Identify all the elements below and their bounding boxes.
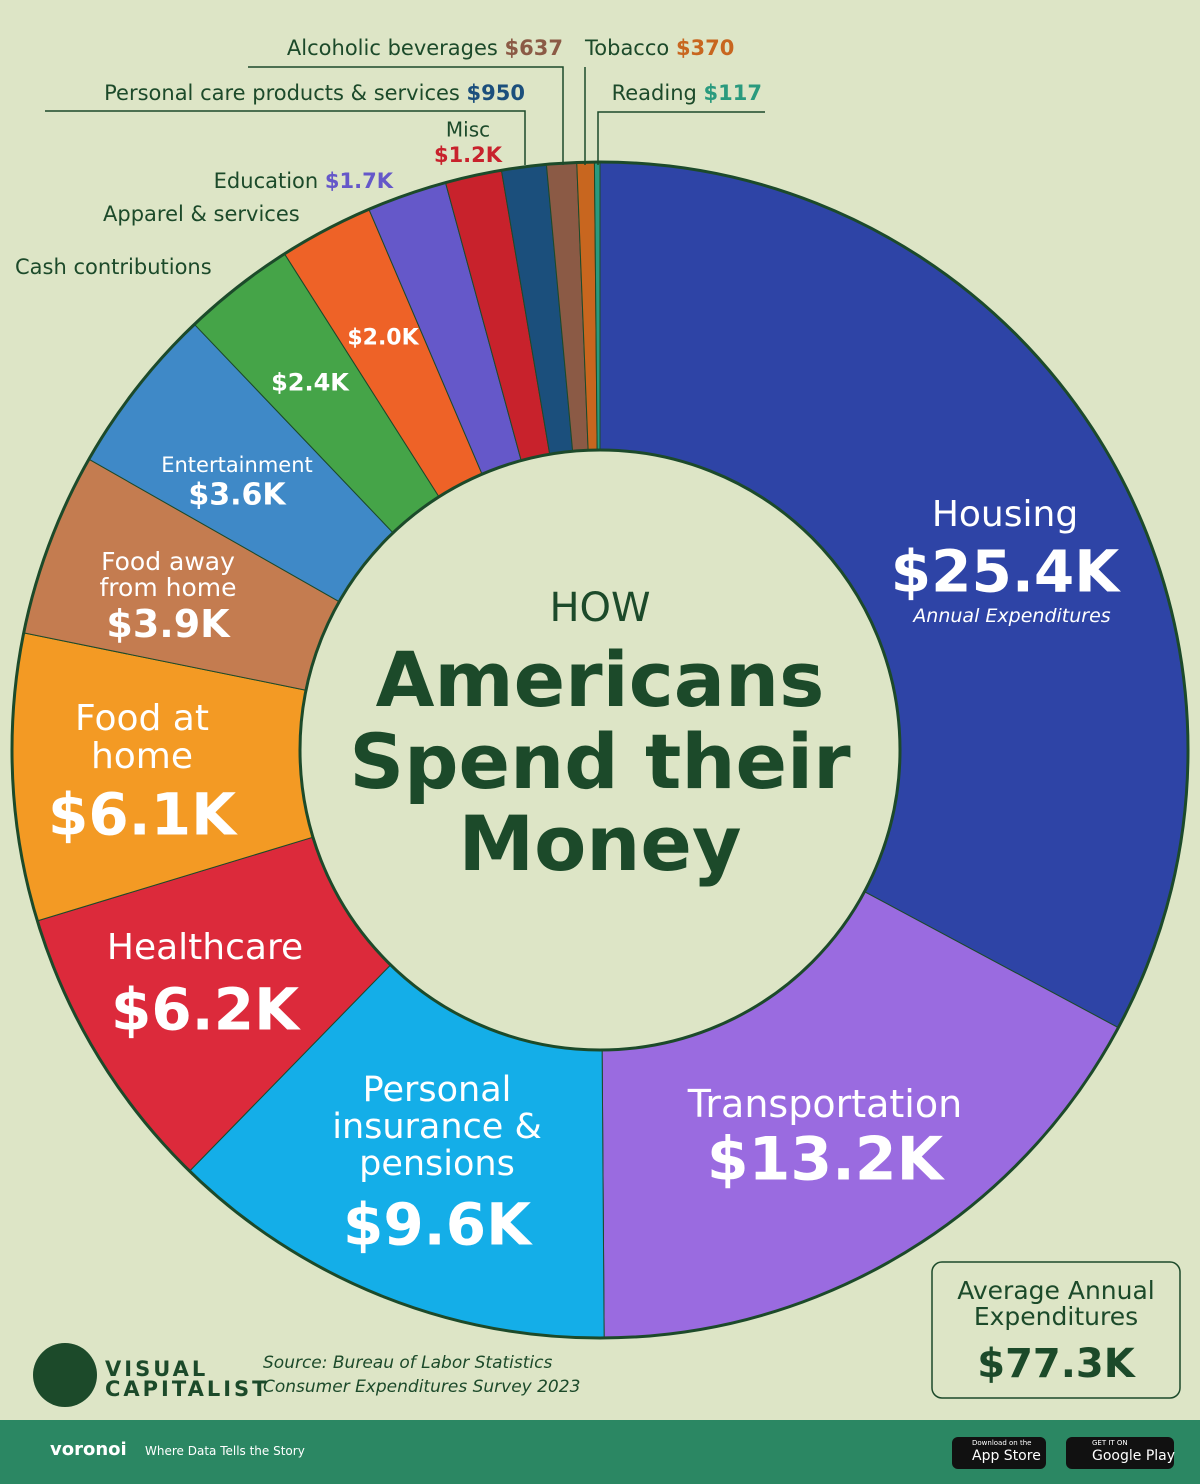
label-row: Reading $117 <box>612 82 762 104</box>
value-label: $2.0K <box>347 325 419 351</box>
total-label: Average Annual Expenditures <box>957 1276 1155 1332</box>
label-row: Alcoholic beverages $637 <box>287 37 563 59</box>
category-label: Entertainment <box>161 452 313 477</box>
outer-ring <box>10 160 1190 1340</box>
value-label: $2.4K <box>271 368 349 397</box>
category-label: Apparel & services <box>103 201 300 226</box>
category-label: Housing <box>931 494 1079 536</box>
title-line: Spend their <box>349 717 851 806</box>
leader-line <box>597 111 765 165</box>
category-label: Personal care products & services <box>104 80 460 105</box>
category-label: Personal insurance & pensions <box>332 1069 542 1184</box>
category-label: Tobacco <box>585 35 670 60</box>
brand: CAPITALIST <box>105 1377 270 1401</box>
source: Source: Bureau of Labor Statistics <box>263 1353 553 1373</box>
google-play-text[interactable]: Google Play <box>1092 1448 1176 1464</box>
title-line: Money <box>458 799 742 888</box>
category-label: Education <box>213 168 319 193</box>
google-play-text[interactable]: GET IT ON <box>1092 1439 1128 1447</box>
leader-lines <box>45 66 765 165</box>
label-row: Personal care products & services $950 <box>104 82 525 104</box>
source: Consumer Expenditures Survey 2023 <box>263 1377 581 1397</box>
title-line: HOW <box>549 585 651 631</box>
value-label: $3.9K <box>106 602 230 647</box>
app-store-text[interactable]: App Store <box>972 1448 1041 1464</box>
value-label: $370 <box>675 35 735 60</box>
category-label: Food away from home <box>99 546 237 602</box>
category-label: Cash contributions <box>15 254 212 279</box>
annotation: Annual Expenditures <box>913 605 1111 627</box>
total-box <box>931 1261 1181 1399</box>
label-row: Tobacco $370 <box>585 37 734 59</box>
value-label: $6.1K <box>47 780 237 849</box>
value-label: $950 <box>466 80 525 105</box>
category-label: Alcoholic beverages <box>286 35 498 60</box>
value-label: $6.2K <box>110 975 300 1044</box>
inner-ring <box>298 448 902 1052</box>
footer-brand: voronoi <box>50 1439 127 1460</box>
value-label: $1.7K <box>324 168 393 193</box>
app-store-button[interactable] <box>952 1437 1046 1469</box>
category-label: Food at home <box>75 698 209 777</box>
category-label: Healthcare <box>106 927 304 969</box>
title-line: Americans <box>375 635 825 724</box>
leader-line <box>248 66 564 165</box>
logo <box>33 1343 97 1407</box>
category-label: Reading <box>611 80 697 105</box>
google-play-button[interactable] <box>1066 1437 1174 1469</box>
value-label: $3.6K <box>188 477 286 513</box>
value-label: $13.2K <box>706 1124 944 1195</box>
footer-tagline: Where Data Tells the Story <box>145 1444 305 1458</box>
value-label: $117 <box>703 80 762 105</box>
app-store-text[interactable]: Download on the <box>972 1439 1032 1447</box>
category-label: Transportation <box>687 1082 963 1127</box>
label-row: Education $1.7K <box>214 170 393 192</box>
category-label: Misc <box>445 117 491 142</box>
value-label: $25.4K <box>890 537 1120 606</box>
value-label: $637 <box>504 35 563 60</box>
value-label: $9.6K <box>342 1190 532 1259</box>
total-value: $77.3K <box>977 1341 1135 1387</box>
leader-line <box>45 110 526 165</box>
brand: VISUAL <box>105 1357 209 1381</box>
value-label: $1.2K <box>433 142 503 167</box>
